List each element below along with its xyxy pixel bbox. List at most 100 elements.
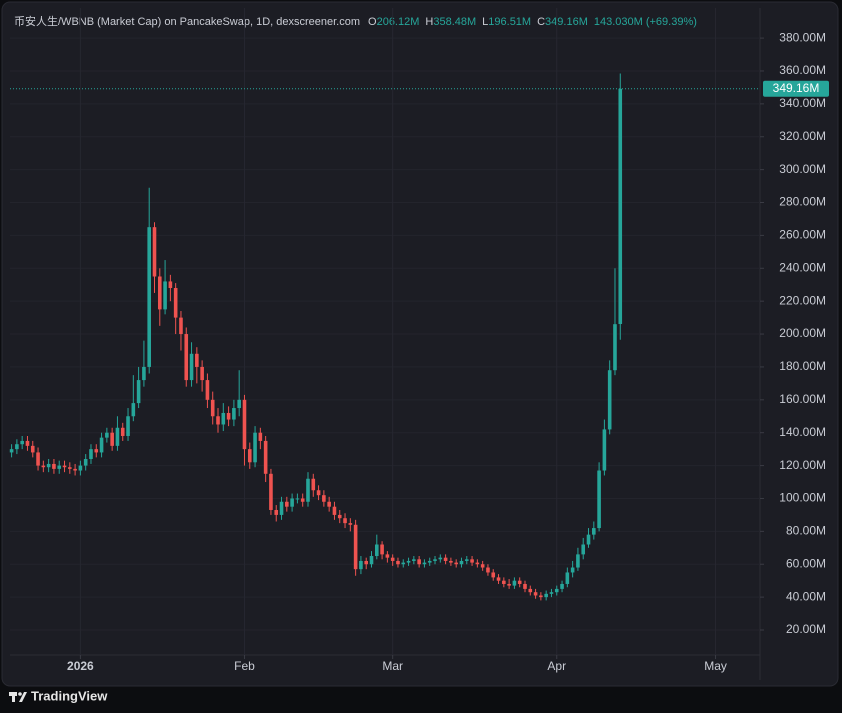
candle-body	[597, 470, 601, 529]
y-tick-label: 320.00M	[779, 129, 826, 143]
logo-part	[12, 692, 15, 702]
candle-body	[300, 498, 305, 502]
candle-body	[374, 544, 379, 557]
candle-body	[179, 317, 183, 335]
candle-body	[210, 399, 215, 417]
candle-body	[396, 560, 400, 565]
candle-body	[586, 534, 591, 545]
candle-body	[316, 490, 321, 496]
y-tick-label: 300.00M	[779, 162, 826, 176]
candle-body	[247, 449, 252, 463]
candle-body	[142, 366, 146, 381]
candle-body	[470, 559, 474, 563]
tradingview-logo	[9, 692, 27, 702]
candle-body	[337, 514, 342, 519]
candle-body	[157, 276, 162, 310]
x-tick-label: Apr	[547, 659, 566, 673]
candle-body	[295, 498, 300, 500]
candle-body	[491, 572, 496, 578]
y-tick-label: 380.00M	[779, 30, 826, 44]
x-tick-label: Feb	[234, 659, 255, 673]
candle-body	[385, 554, 390, 558]
candle-body	[152, 227, 157, 277]
candle-body	[353, 524, 358, 570]
candle-body	[502, 580, 506, 584]
candle-body	[554, 588, 559, 593]
candle-body	[200, 366, 204, 381]
candle-body	[464, 559, 469, 561]
candle-body	[570, 567, 575, 573]
legend-label: L	[482, 16, 488, 28]
logo-part	[19, 692, 27, 702]
y-tick-label: 40.00M	[786, 589, 826, 603]
candle-body	[115, 427, 120, 446]
y-tick-label: 220.00M	[779, 293, 826, 307]
legend-label: H	[425, 16, 433, 28]
y-tick-label: 240.00M	[779, 260, 826, 274]
candle-body	[46, 463, 51, 468]
candle-body	[263, 440, 268, 474]
candle-body	[544, 593, 548, 598]
candle-body	[78, 465, 83, 471]
candle-body	[285, 501, 289, 507]
candle-body	[195, 353, 199, 367]
candle-body	[126, 416, 130, 436]
candle-body	[205, 380, 210, 400]
candle-body	[592, 528, 596, 535]
candle-body	[412, 559, 416, 561]
candle-body	[36, 452, 40, 466]
candle-body	[576, 554, 580, 568]
candle-body	[120, 427, 125, 436]
candle-body	[422, 562, 427, 565]
candle-body	[136, 380, 141, 404]
candle-body	[290, 498, 294, 507]
watermark: TradingView	[31, 688, 108, 703]
candle-body	[216, 416, 220, 425]
candle-body	[406, 560, 411, 563]
last-price-box	[763, 80, 829, 97]
candle-body	[73, 468, 77, 471]
candle-body	[454, 562, 458, 565]
candle-body	[401, 562, 406, 565]
candle-body	[613, 324, 617, 371]
x-tick-label: Mar	[382, 659, 403, 673]
last-price-label: 349.16M	[773, 81, 820, 95]
candle-body	[427, 560, 432, 563]
y-tick-label: 160.00M	[779, 392, 826, 406]
candle-body	[364, 560, 369, 565]
candle-body	[618, 88, 623, 324]
legend-value: 358.48M	[433, 16, 476, 28]
candle-body	[343, 518, 347, 524]
candle-body	[523, 583, 527, 589]
y-tick-label: 120.00M	[779, 458, 826, 472]
chart-title: 币安人生/WBNB (Market Cap) on PancakeSwap, 1…	[14, 14, 360, 28]
candle-body	[15, 444, 19, 450]
candle-body	[475, 562, 480, 565]
candle-body	[131, 403, 136, 417]
candle-body	[226, 412, 231, 420]
y-tick-label: 80.00M	[786, 524, 826, 538]
candle-body	[105, 432, 109, 438]
candle-body	[41, 465, 46, 468]
candle-body	[311, 478, 316, 491]
logo-part	[18, 692, 22, 696]
chart-frame	[1, 1, 839, 687]
x-tick-label: 2026	[67, 659, 94, 673]
y-tick-label: 360.00M	[779, 63, 826, 77]
candle-body	[306, 478, 310, 502]
candle-body	[438, 557, 443, 560]
y-tick-label: 340.00M	[779, 96, 826, 110]
candle-body	[62, 465, 67, 468]
candle-body	[274, 509, 279, 515]
candle-body	[581, 544, 586, 555]
candle-body	[110, 432, 114, 446]
legend-value: 196.51M	[488, 16, 531, 28]
candle-body	[25, 440, 30, 446]
candle-body	[89, 449, 93, 460]
candle-body	[52, 463, 56, 469]
y-tick-label: 140.00M	[779, 425, 826, 439]
candle-body	[380, 544, 384, 555]
candle-body	[528, 588, 533, 593]
